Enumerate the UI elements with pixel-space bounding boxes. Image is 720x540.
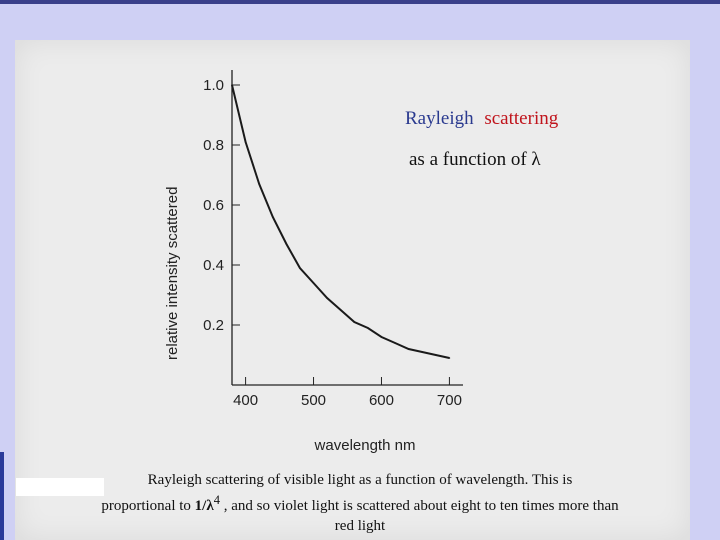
slide-panel: 0.2 0.4 0.6 0.8 1.0 400 500 600 700 relative int… [15,40,690,540]
chart-subtitle: as a function of λ [409,149,541,170]
y-tick-label: 0.8 [203,137,224,154]
data-point [339,309,342,311]
y-tick-label: 0.2 [203,317,224,334]
top-border [0,0,720,4]
chart-series [231,84,451,359]
caption-formula-exponent: 4 [213,493,220,507]
caption-line-2: proportional to 1/λ4 , and so violet lig… [20,490,700,516]
chart-title: Rayleigh scattering [405,108,559,129]
x-axis-label: wavelength nm [314,437,416,454]
chart-title-part1: Rayleigh [405,108,474,129]
data-point [312,282,315,284]
x-tick-label: 700 [437,392,462,409]
data-point [367,327,369,329]
chart-ticks: 0.2 0.4 0.6 0.8 1.0 400 500 600 700 [203,77,462,409]
x-tick-label: 400 [233,392,258,409]
y-tick-label: 1.0 [203,77,224,94]
data-point [448,357,451,359]
figure-caption: Rayleigh scattering of visible light as … [20,470,700,536]
data-point [244,141,247,143]
y-tick-label: 0.4 [203,257,224,274]
data-point [231,84,233,86]
caption-line-2a: proportional to [101,498,195,514]
data-point [380,336,383,338]
data-point [421,351,424,353]
rayleigh-chart: 0.2 0.4 0.6 0.8 1.0 400 500 600 700 relative int… [164,70,559,454]
chart-axes [231,70,463,386]
caption-line-3: red light [334,518,386,534]
data-point [435,354,437,356]
data-point [285,243,288,245]
y-tick-label: 0.6 [203,197,224,214]
data-point [353,321,356,323]
x-tick-label: 500 [301,392,326,409]
data-point [394,342,396,344]
left-accent-bar [0,452,4,540]
chart-title-part2: scattering [484,108,558,129]
caption-highlight [16,478,104,496]
y-axis-label: relative intensity scattered [164,187,181,360]
x-tick-label: 600 [369,392,394,409]
data-point [258,183,260,185]
caption-formula: 1/λ [194,498,214,514]
caption-line-1: Rayleigh scattering of visible light as … [147,472,573,488]
caption-line-2b: , and so violet light is scattered about… [219,498,619,514]
data-point [299,267,301,269]
data-point [407,348,410,350]
data-point [326,297,328,299]
data-point [271,216,274,218]
